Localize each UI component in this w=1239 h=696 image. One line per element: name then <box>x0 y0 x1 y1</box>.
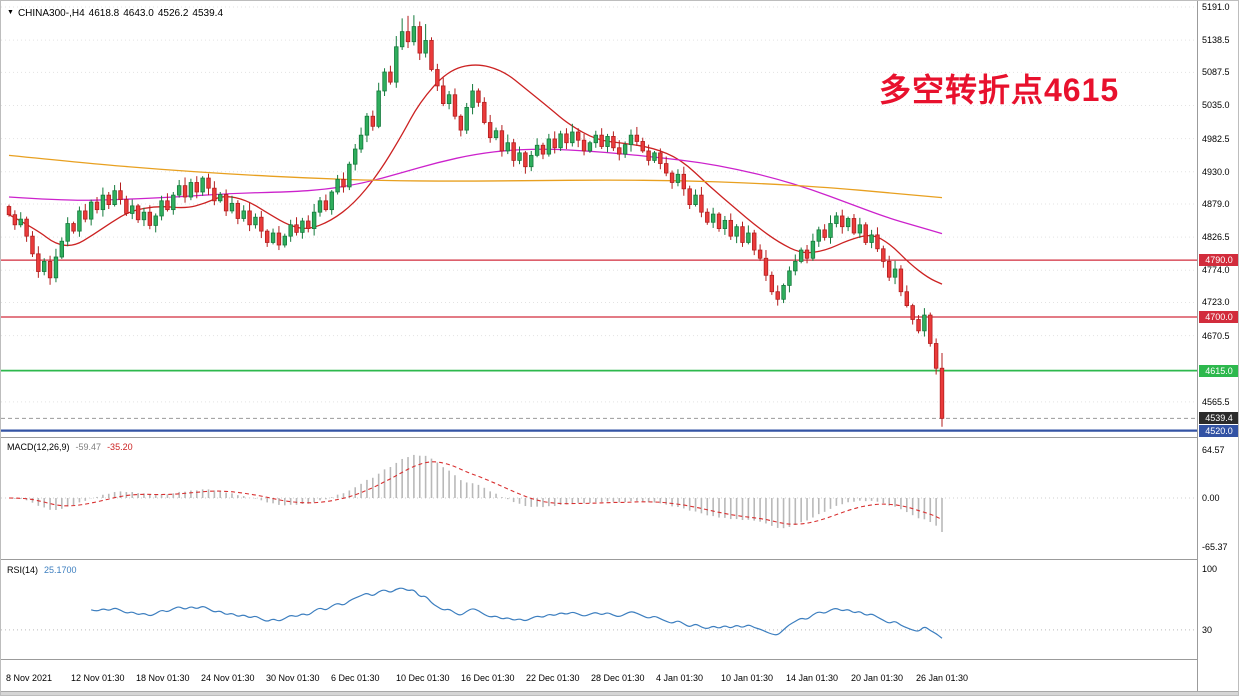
time-label: 10 Jan 01:30 <box>721 673 774 683</box>
macd-label: MACD(12,26,9) -59.47 -35.20 <box>7 442 133 452</box>
price-badge-4520.0: 4520.0 <box>1199 424 1238 437</box>
panel-separator <box>1 659 1197 660</box>
rsi-canvas[interactable] <box>1 561 1197 658</box>
macd-axis-label: 0.00 <box>1202 493 1220 503</box>
rsi-name: RSI(14) <box>7 565 39 575</box>
time-label: 4 Jan 01:30 <box>656 673 704 683</box>
macd-canvas[interactable] <box>1 438 1197 558</box>
chart-header: ▼ CHINA300-,H4 4618.8 4643.0 4526.2 4539.4 <box>7 8 227 19</box>
price-tick-label: 5191.0 <box>1202 2 1230 12</box>
ohlc-low: 4526.2 <box>157 8 189 19</box>
price-badge-4790.0: 4790.0 <box>1199 254 1238 267</box>
time-label: 18 Nov 01:30 <box>136 673 190 683</box>
time-label: 24 Nov 01:30 <box>201 673 255 683</box>
ma-line-mid-magenta <box>8 148 943 235</box>
trend-annotation: 多空转折点4615 <box>879 72 1120 108</box>
macd-axis-label: -65.37 <box>1202 541 1228 552</box>
macd-main-value: -59.47 <box>75 442 102 452</box>
price-tick-label: 5035.0 <box>1202 100 1230 111</box>
grid-lines <box>1 6 1197 403</box>
bottom-scrollbar[interactable] <box>1 691 1238 695</box>
ohlc-close: 4539.4 <box>192 8 224 19</box>
price-axis[interactable]: 5191.0 5138.5 5087.5 5035.0 4982.5 4930.0 4879… <box>1198 1 1238 691</box>
price-tick-label: 4723.0 <box>1202 297 1230 308</box>
price-badge-4700.0: 4700.0 <box>1199 310 1238 323</box>
price-tick-label: 4826.5 <box>1202 232 1230 243</box>
rsi-axis-label: 30 <box>1202 624 1213 635</box>
price-tick-label: 4565.5 <box>1202 396 1230 407</box>
rsi-axis-label: 100 <box>1202 564 1218 574</box>
price-badge-4615.0: 4615.0 <box>1199 364 1238 377</box>
ohlc-high: 4643.0 <box>123 8 154 19</box>
axis-separator <box>1197 1 1198 691</box>
time-label: 6 Dec 01:30 <box>331 673 380 683</box>
horizontal-levels <box>1 259 1197 432</box>
macd-axis-label: 64.57 <box>1202 445 1225 456</box>
time-axis[interactable]: 8 Nov 2021 12 Nov 01:30 18 Nov 01:30 24 Nov… <box>1 660 1197 691</box>
ma-line-slow-orange <box>8 154 943 199</box>
price-tick-label: 4774.0 <box>1202 265 1230 276</box>
macd-signal-line <box>8 461 943 525</box>
rsi-line <box>90 587 943 639</box>
time-label: 10 Dec 01:30 <box>396 673 450 683</box>
macd-histogram <box>14 454 943 532</box>
time-label: 8 Nov 2021 <box>6 673 53 683</box>
symbol-timeframe-label: CHINA300-,H4 <box>17 8 85 19</box>
price-tick-label: 5138.5 <box>1202 35 1230 46</box>
macd-name: MACD(12,26,9) <box>7 442 70 452</box>
rsi-label: RSI(14) 25.1700 <box>7 565 77 575</box>
panel-separator <box>1 437 1197 438</box>
time-label: 22 Dec 01:30 <box>526 673 580 683</box>
panel-separator <box>1 559 1197 560</box>
chart-symbol-icon: ▼ <box>7 9 14 16</box>
time-label: 20 Jan 01:30 <box>851 673 904 683</box>
price-tick-label: 4670.5 <box>1202 330 1230 341</box>
time-label: 28 Dec 01:30 <box>591 673 645 683</box>
rsi-value: 25.1700 <box>44 565 77 575</box>
price-badge-4539.4: 4539.4 <box>1199 412 1238 425</box>
time-label: 14 Jan 01:30 <box>786 673 839 683</box>
time-label: 12 Nov 01:30 <box>71 673 125 683</box>
ohlc-open: 4618.8 <box>88 8 120 19</box>
main-chart-canvas[interactable] <box>1 1 1197 438</box>
price-tick-label: 5087.5 <box>1202 67 1230 78</box>
time-label: 26 Jan 01:30 <box>916 673 969 683</box>
time-label: 16 Dec 01:30 <box>461 673 515 683</box>
macd-signal-value: -35.20 <box>107 442 133 452</box>
price-tick-label: 4982.5 <box>1202 133 1230 144</box>
time-label: 30 Nov 01:30 <box>266 673 320 683</box>
candlesticks <box>6 15 945 427</box>
price-tick-label: 4930.0 <box>1202 166 1230 177</box>
price-tick-label: 4879.0 <box>1202 198 1230 209</box>
